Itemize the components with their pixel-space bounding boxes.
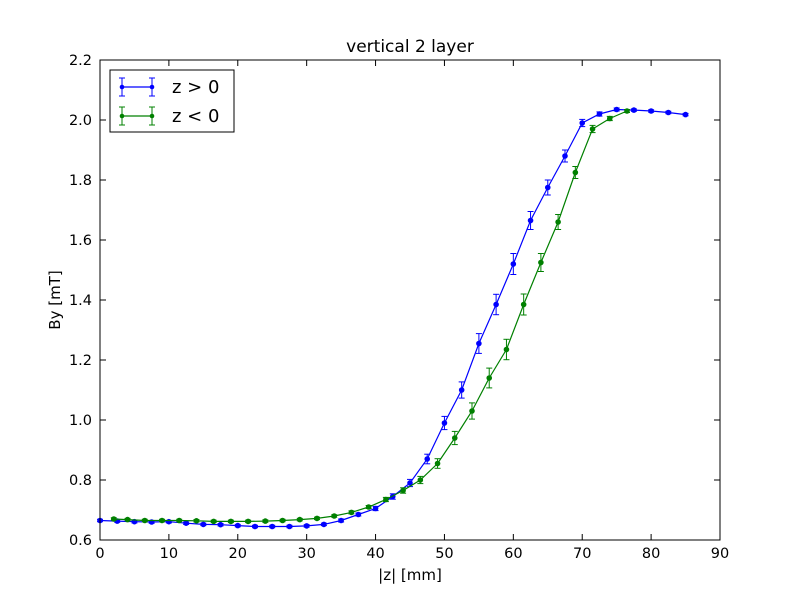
- data-point: [503, 346, 510, 353]
- data-point: [434, 460, 441, 467]
- series-z-positive: [97, 106, 689, 530]
- legend: z > 0 z < 0: [109, 69, 235, 133]
- data-point: [538, 259, 544, 266]
- x-tick-label: 20: [229, 546, 247, 562]
- data-point: [572, 169, 579, 176]
- data-point: [562, 153, 568, 159]
- data-point: [631, 107, 637, 113]
- y-tick-label: 1.8: [69, 173, 92, 189]
- data-point: [441, 420, 448, 426]
- x-tick-label: 50: [435, 546, 453, 562]
- data-point: [262, 518, 269, 524]
- data-point: [269, 523, 276, 530]
- x-tick-label: 60: [504, 546, 522, 562]
- ticks-layer: 0 10 20 30 40 50 60 70 80 90 0.6 0.8 1.0 1.2 1.4 1.6 1.8…: [69, 53, 729, 562]
- y-tick-label: 2.2: [69, 53, 92, 69]
- data-point: [372, 505, 379, 512]
- x-tick-label: 70: [573, 546, 591, 562]
- data-point: [228, 518, 234, 525]
- data-point: [458, 387, 465, 393]
- legend-box: [109, 69, 235, 133]
- legend-marker: [119, 84, 125, 90]
- x-tick-label: 10: [160, 546, 178, 562]
- data-point: [124, 516, 131, 523]
- data-point: [314, 515, 320, 522]
- legend-marker: [149, 113, 155, 119]
- x-tick-label: 90: [711, 546, 729, 562]
- data-point: [383, 496, 389, 503]
- data-point: [141, 517, 148, 524]
- data-point: [469, 408, 475, 414]
- data-point: [365, 504, 372, 510]
- data-point: [183, 520, 189, 527]
- chart-title: vertical 2 layer: [346, 37, 474, 57]
- data-point: [355, 511, 362, 518]
- data-point: [331, 513, 338, 519]
- data-point: [338, 517, 344, 524]
- y-tick-label: 0.8: [69, 473, 92, 489]
- data-point: [321, 521, 327, 528]
- data-point: [417, 477, 424, 483]
- data-point: [193, 518, 200, 524]
- data-point: [606, 115, 613, 122]
- y-tick-label: 1.4: [69, 293, 92, 309]
- data-point: [613, 106, 620, 113]
- x-tick-label: 0: [95, 546, 104, 562]
- data-point: [486, 375, 493, 381]
- data-point: [296, 516, 303, 523]
- data-point: [493, 301, 499, 308]
- data-point: [252, 523, 258, 530]
- data-point: [286, 523, 293, 530]
- y-axis-title: By [mT]: [46, 270, 64, 329]
- x-axis-title: |z| [mm]: [378, 566, 442, 584]
- data-point: [544, 184, 551, 191]
- y-tick-label: 1.6: [69, 233, 92, 249]
- plot-area: [97, 106, 689, 530]
- data-point: [159, 517, 165, 524]
- data-point: [210, 518, 217, 525]
- data-point: [596, 111, 603, 117]
- data-point: [624, 108, 630, 114]
- data-point: [520, 301, 527, 308]
- data-point: [348, 509, 355, 516]
- data-point: [200, 521, 207, 528]
- data-point: [303, 523, 310, 529]
- legend-entry: z > 0: [119, 77, 219, 98]
- data-point: [579, 120, 586, 126]
- data-point: [476, 340, 482, 347]
- data-point: [527, 217, 534, 224]
- x-tick-label: 30: [297, 546, 315, 562]
- data-point: [176, 517, 183, 524]
- legend-label: z < 0: [172, 106, 219, 127]
- y-tick-label: 0.6: [69, 533, 92, 549]
- data-point: [648, 108, 654, 114]
- data-point: [665, 109, 672, 116]
- legend-marker: [149, 84, 155, 90]
- data-point: [407, 480, 413, 486]
- data-point: [400, 487, 406, 494]
- x-tick-label: 80: [642, 546, 660, 562]
- data-point: [245, 518, 251, 525]
- data-point: [424, 456, 431, 462]
- data-point: [589, 126, 596, 132]
- data-point: [234, 522, 241, 529]
- legend-entry: z < 0: [119, 106, 219, 127]
- data-point: [110, 516, 117, 522]
- data-point: [555, 219, 561, 225]
- y-tick-label: 2.0: [69, 113, 92, 129]
- y-tick-label: 1.2: [69, 353, 92, 369]
- series-z-negative: [110, 108, 630, 525]
- data-point: [279, 517, 286, 524]
- legend-marker: [119, 113, 125, 119]
- y-tick-label: 1.0: [69, 413, 92, 429]
- data-point: [217, 521, 224, 528]
- x-tick-label: 40: [366, 546, 384, 562]
- data-point: [510, 261, 517, 267]
- data-point: [451, 435, 458, 441]
- legend-label: z > 0: [172, 77, 219, 98]
- data-point: [682, 111, 689, 118]
